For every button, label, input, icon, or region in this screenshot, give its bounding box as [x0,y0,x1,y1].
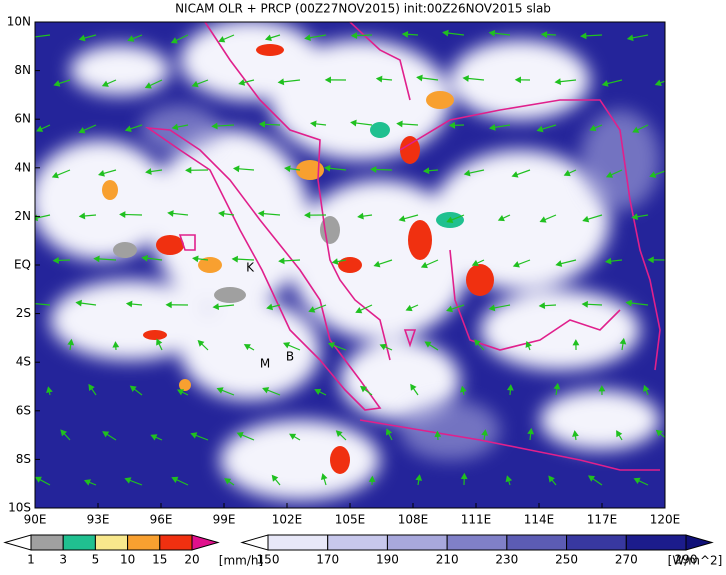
wind-arrow-head [666,341,671,346]
lat-label: 8N [14,63,31,77]
colorbar-label: 20 [184,553,199,567]
colorbar-arrow-low [5,535,31,550]
colorbar-swatch [447,535,507,550]
place-label: K [246,261,255,275]
lat-label: 2S [16,306,31,320]
colorbar-swatch [268,535,328,550]
colorbar-swatch [128,535,160,550]
title: NICAM OLR + PRCP (00Z27NOV2015) init:00Z… [175,2,551,16]
colorbar-arrow-high [686,535,712,550]
colorbar-label: 270 [615,553,638,567]
colorbar-swatch [387,535,447,550]
colorbar-label: 3 [59,553,67,567]
colorbar-swatch [63,535,95,550]
colorbar-label: 250 [555,553,578,567]
colorbar-swatch [160,535,192,550]
colorbar-arrow-high [192,535,218,550]
lon-label: 117E [587,513,618,527]
lat-label: 8S [16,452,31,466]
lon-label: 102E [272,513,303,527]
colorbar-arrow-low [242,535,268,550]
colorbar-label: 15 [152,553,167,567]
lat-label: EQ [14,258,31,272]
colorbar-label: 290 [675,553,698,567]
lat-label: 10N [7,15,31,29]
colorbar-label: 190 [376,553,399,567]
lat-label: 6N [14,112,31,126]
colorbar-label: 150 [257,553,280,567]
lon-label: 111E [461,513,492,527]
colorbar-label: 230 [495,553,518,567]
lon-label: 108E [398,513,429,527]
colorbar-swatch [31,535,63,550]
colorbar-swatch [95,535,127,550]
lon-label: 99E [213,513,236,527]
lon-label: 114E [524,513,555,527]
colorbar-swatch [626,535,686,550]
wind-arrow-head [29,301,34,306]
lon-label: 90E [24,513,47,527]
place-label: B [286,350,294,364]
lat-label: 4N [14,160,31,174]
colorbar-label: 5 [92,553,100,567]
lon-label: 120E [650,513,681,527]
wind-arrow-head [29,35,34,40]
lat-label: 4S [16,355,31,369]
colorbar-label: 10 [120,553,135,567]
colorbar-label: 1 [27,553,35,567]
lon-label: 96E [150,513,173,527]
colorbar-swatch [328,535,388,550]
colorbar-swatch [507,535,567,550]
lat-label: 2N [14,209,31,223]
colorbar-label: 170 [316,553,339,567]
lon-label: 93E [87,513,110,527]
wind-arrow [668,341,669,350]
lat-label: 6S [16,403,31,417]
place-label: M [260,357,270,371]
colorbar-label: 210 [436,553,459,567]
colorbar-swatch [567,535,627,550]
map-field [29,20,671,508]
lon-label: 105E [335,513,366,527]
